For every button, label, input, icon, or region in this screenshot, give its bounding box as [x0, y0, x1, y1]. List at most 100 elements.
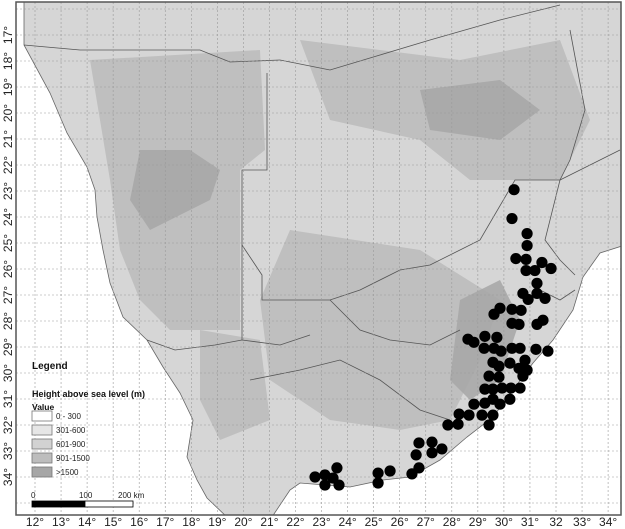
scale-bar-black [31, 500, 86, 508]
legend-swatch [31, 438, 53, 450]
scale-label-200: 200 km [118, 491, 145, 500]
x-axis-label: 14° [78, 515, 96, 529]
occurrence-point [452, 418, 464, 430]
occurrence-point [514, 342, 526, 354]
y-axis-label: 22° [1, 156, 15, 174]
y-axis-label: 34° [1, 468, 15, 486]
legend: Legend Height above sea level (m) Value … [31, 361, 145, 508]
x-axis-label: 25° [365, 515, 383, 529]
legend-swatch [31, 410, 53, 422]
occurrence-point [333, 479, 345, 491]
occurrence-point [463, 409, 475, 421]
y-axis-label: 31° [1, 390, 15, 408]
legend-class-label: 301-600 [56, 426, 86, 435]
occurrence-point [372, 467, 384, 479]
legend-swatch [31, 466, 53, 478]
occurrence-point [494, 398, 506, 410]
scale-bar-white [84, 500, 134, 508]
legend-class-label: 601-900 [56, 440, 86, 449]
occurrence-point [488, 308, 500, 320]
occurrence-point [426, 436, 438, 448]
x-axis-label: 30° [495, 515, 513, 529]
x-axis-label: 23° [312, 515, 330, 529]
occurrence-point [426, 447, 438, 459]
y-axis-label: 27° [1, 286, 15, 304]
occurrence-point [493, 371, 505, 383]
x-axis-label: 32 [549, 515, 563, 529]
occurrence-point [545, 262, 557, 275]
occurrence-point [468, 398, 480, 410]
occurrence-point [479, 330, 491, 342]
y-axis-label: 26° [1, 260, 15, 278]
occurrence-point [513, 318, 525, 330]
y-axis-label: 21° [1, 130, 15, 148]
legend-class-label: 0 - 300 [56, 412, 81, 421]
occurrence-point [517, 370, 529, 382]
y-axis-label: 29° [1, 338, 15, 356]
occurrence-point [476, 409, 488, 421]
occurrence-point [539, 292, 551, 304]
occurrence-point [372, 477, 384, 489]
x-axis-labels: 12° 13° 14° 15° 16° 17° 18° 19° 20° 21° 22° 23° 24° 2… [26, 515, 617, 529]
occurrence-point [478, 342, 490, 354]
x-axis-label: 20° [234, 515, 252, 529]
occurrence-point [514, 382, 526, 394]
scale-bar: 0 100 200 km [31, 491, 145, 508]
occurrence-point [529, 264, 541, 277]
borders-rivers [23, 4, 621, 421]
y-axis-label: 20° [1, 104, 15, 122]
x-axis-label: 26° [391, 515, 409, 529]
occurrence-point [530, 343, 542, 355]
y-axis-label: 28° [1, 312, 15, 330]
x-axis-label: 28° [443, 515, 461, 529]
occurrence-point [536, 256, 548, 269]
map-frame [15, 1, 622, 516]
occurrence-point [506, 212, 518, 225]
occurrence-point [531, 277, 543, 289]
occurrence-point [504, 357, 516, 369]
occurrence-point [505, 382, 517, 394]
x-axis-label: 33° [573, 515, 591, 529]
occurrence-points [309, 184, 557, 491]
occurrence-point [495, 345, 507, 357]
legend-value-label: Value [32, 402, 54, 412]
x-axis-label: 34° [599, 515, 617, 529]
occurrence-point [413, 437, 425, 449]
occurrence-point [515, 304, 527, 316]
y-axis-label: 23° [1, 182, 15, 200]
x-axis-label: 19° [208, 515, 226, 529]
occurrence-point [506, 342, 518, 354]
legend-subtitle: Height above sea level (m) [32, 389, 145, 399]
y-axis-label: 18° [1, 52, 15, 70]
occurrence-point [491, 331, 503, 343]
occurrence-point [520, 264, 532, 277]
x-axis-label: 16° [130, 515, 148, 529]
occurrence-point [504, 393, 516, 405]
x-axis-label: 17° [156, 515, 174, 529]
occurrence-point [510, 253, 522, 265]
y-axis-label: 19° [1, 78, 15, 96]
x-axis-label: 21° [260, 515, 278, 529]
occurrence-point [309, 471, 321, 483]
occurrence-point [410, 449, 422, 461]
occurrence-point [483, 419, 495, 431]
y-axis-label: 25° [1, 234, 15, 252]
occurrence-point [496, 382, 508, 394]
y-axis-label: 24° [1, 208, 15, 226]
y-axis-label: 32° [1, 416, 15, 434]
x-axis-label: 12° [26, 515, 44, 529]
x-axis-label: 18° [182, 515, 200, 529]
occurrence-point [483, 370, 495, 382]
occurrence-point [442, 419, 454, 431]
scale-label-0: 0 [31, 491, 36, 500]
x-axis-label: 13° [52, 515, 70, 529]
legend-title: Legend [32, 361, 68, 372]
occurrence-point [493, 360, 505, 372]
occurrence-point [506, 303, 518, 315]
occurrence-point [487, 409, 499, 421]
y-axis-label: 17° [1, 26, 15, 44]
occurrence-point [468, 336, 480, 348]
y-axis-label: 30° [1, 364, 15, 382]
occurrence-point [487, 383, 499, 395]
